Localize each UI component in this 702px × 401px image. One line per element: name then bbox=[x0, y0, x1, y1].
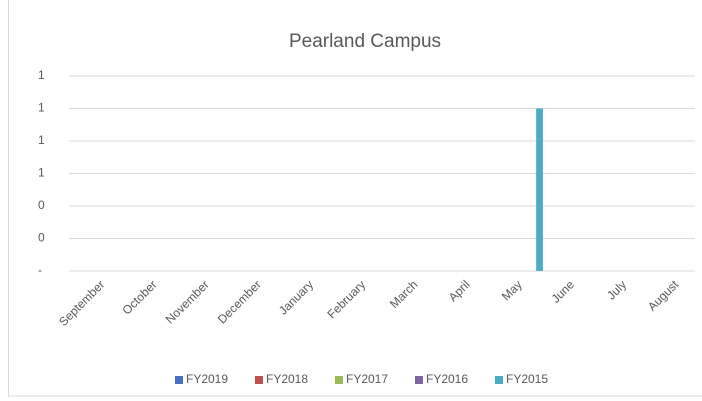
bar bbox=[536, 108, 543, 271]
chart-border bbox=[8, 0, 702, 397]
legend-swatch bbox=[255, 376, 263, 384]
y-tick-label: - bbox=[38, 263, 42, 277]
y-tick-label: 1 bbox=[38, 166, 45, 180]
legend-label: FY2017 bbox=[346, 372, 388, 386]
legend-label: FY2018 bbox=[266, 372, 308, 386]
y-tick-label: 1 bbox=[38, 101, 45, 115]
legend-label: FY2019 bbox=[186, 372, 228, 386]
chart-title: Pearland Campus bbox=[289, 31, 441, 52]
legend-label: FY2016 bbox=[426, 372, 468, 386]
legend-swatch bbox=[495, 376, 503, 384]
legend-swatch bbox=[335, 376, 343, 384]
y-tick-label: 0 bbox=[38, 231, 45, 245]
y-tick-label: 1 bbox=[38, 133, 45, 147]
y-tick-label: 0 bbox=[38, 198, 45, 212]
legend-swatch bbox=[415, 376, 423, 384]
y-tick-label: 1 bbox=[38, 68, 45, 82]
legend-label: FY2015 bbox=[506, 372, 548, 386]
legend-swatch bbox=[175, 376, 183, 384]
